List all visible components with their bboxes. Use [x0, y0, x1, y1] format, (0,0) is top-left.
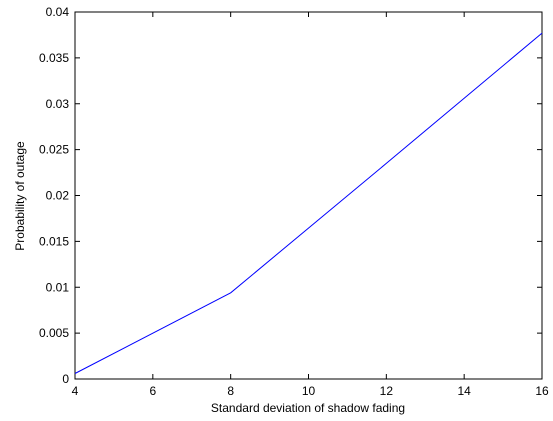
x-axis-ticks: 4 6 8 10 12 14 16 [72, 12, 549, 398]
x-tick-label: 14 [457, 384, 471, 398]
x-axis-label: Standard deviation of shadow fading [211, 401, 405, 415]
x-tick-label: 16 [535, 384, 549, 398]
y-axis-label: Probability of outage [13, 141, 27, 251]
y-tick-label: 0.02 [46, 189, 70, 203]
x-tick-label: 6 [149, 384, 156, 398]
y-tick-label: 0.04 [46, 5, 70, 19]
series-group [74, 32, 543, 374]
y-tick-label: 0.01 [46, 280, 70, 294]
plot-area [74, 11, 543, 380]
x-tick-label: 4 [72, 384, 79, 398]
y-tick-label: 0 [62, 372, 69, 386]
x-tick-label: 10 [302, 384, 316, 398]
y-tick-label: 0.005 [39, 326, 69, 340]
x-tick-label: 8 [227, 384, 234, 398]
series-line [74, 32, 543, 374]
y-tick-label: 0.035 [39, 51, 69, 65]
x-tick-label: 12 [380, 384, 394, 398]
y-tick-label: 0.025 [39, 143, 69, 157]
y-tick-label: 0.015 [39, 234, 69, 248]
y-axis-ticks: 0 0.005 0.01 0.015 0.02 0.025 0.03 0.035 0.04 [39, 5, 542, 386]
y-tick-label: 0.03 [46, 97, 70, 111]
